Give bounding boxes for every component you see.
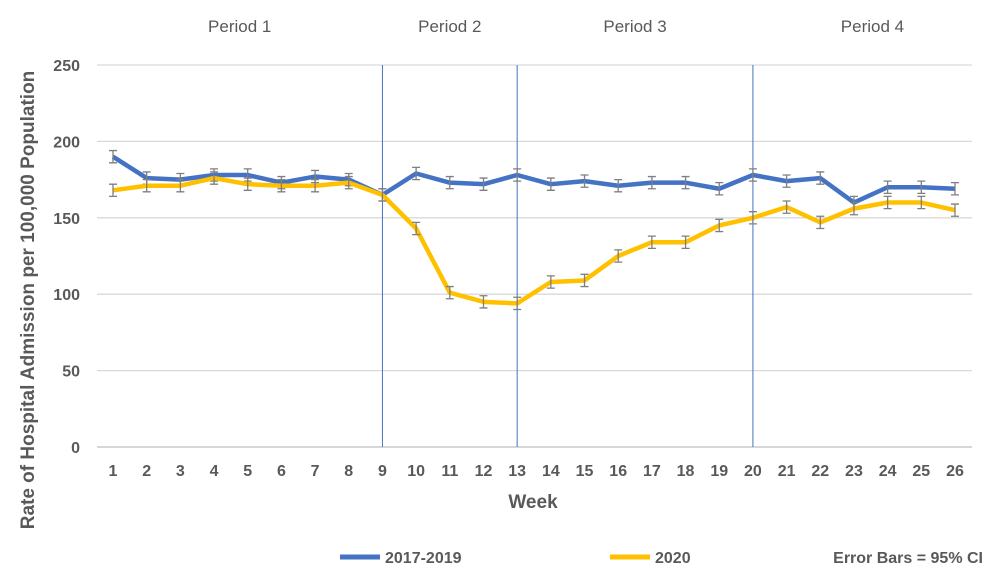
y-tick-label: 100 (53, 287, 80, 304)
error-bar (883, 180, 892, 195)
x-tick-label: 23 (845, 463, 863, 480)
x-tick-label: 22 (811, 463, 829, 480)
x-tick-label: 25 (912, 463, 930, 480)
legend-label-2020: 2020 (655, 550, 691, 567)
error-bar (546, 177, 555, 191)
x-tick-label: 19 (710, 463, 728, 480)
error-bar (917, 180, 926, 195)
x-tick-label: 21 (778, 463, 796, 480)
x-tick-label: 4 (210, 463, 219, 480)
error-bar-note: Error Bars = 95% CI (833, 550, 983, 567)
error-bar (614, 178, 623, 193)
x-tick-label: 8 (344, 463, 353, 480)
y-tick-label: 250 (53, 58, 80, 75)
error-bar (782, 174, 791, 188)
error-bar (142, 178, 151, 193)
error-bar (513, 296, 522, 311)
error-bar (580, 273, 589, 288)
error-bar (546, 275, 555, 289)
x-tick-label: 13 (508, 463, 526, 480)
error-bar (681, 235, 690, 250)
x-tick-label: 26 (946, 463, 964, 480)
error-bar (614, 249, 623, 263)
period-label: Period 3 (603, 17, 666, 36)
period-label: Period 2 (418, 17, 481, 36)
x-tick-label: 1 (109, 463, 118, 480)
x-tick-label: 12 (475, 463, 493, 480)
error-bar (580, 174, 589, 188)
period-label: Period 1 (208, 17, 271, 36)
y-tick-label: 0 (71, 440, 80, 457)
x-tick-label: 16 (609, 463, 627, 480)
legend: 2017-2019 2020 Error Bars = 95% CI (340, 550, 983, 567)
error-bar (748, 168, 757, 182)
error-bar (748, 211, 757, 225)
error-bar (816, 171, 825, 185)
error-bar (479, 295, 488, 309)
x-tick-label: 15 (576, 463, 594, 480)
error-bar (311, 178, 320, 193)
error-bar (109, 183, 117, 198)
error-bar (243, 177, 252, 191)
error-bar (647, 175, 656, 190)
x-tick-label: 11 (441, 463, 458, 480)
x-tick-label: 17 (643, 463, 661, 480)
error-bar (445, 175, 454, 190)
x-tick-label: 10 (407, 463, 425, 480)
error-bar (176, 178, 185, 193)
error-bar (277, 178, 286, 193)
error-bar (513, 168, 522, 182)
error-bar (849, 201, 858, 216)
error-bar (782, 200, 791, 214)
error-bar (479, 177, 488, 191)
x-tick-label: 20 (744, 463, 762, 480)
period-label: Period 4 (841, 17, 904, 36)
error-bar (715, 218, 724, 233)
series-line-2020 (112, 175, 956, 306)
error-bar (378, 188, 387, 202)
x-axis-label: Week (508, 492, 558, 513)
error-bar (647, 235, 656, 250)
y-tick-label: 50 (62, 364, 80, 381)
x-tick-label: 5 (243, 463, 252, 480)
error-bar (412, 166, 421, 181)
error-bar (917, 195, 926, 210)
error-bar (344, 175, 353, 190)
error-bar (445, 285, 454, 300)
error-bar (951, 182, 959, 196)
error-bar (109, 149, 117, 164)
error-bar (883, 195, 892, 210)
y-tick-label: 200 (53, 134, 80, 151)
x-tick-label: 18 (677, 463, 695, 480)
x-tick-label: 24 (879, 463, 897, 480)
error-bar (210, 171, 219, 185)
error-bar (951, 203, 959, 217)
x-tick-label: 9 (378, 463, 387, 480)
x-tick-label: 3 (176, 463, 185, 480)
legend-label-2017-2019: 2017-2019 (385, 550, 462, 567)
error-bar (816, 215, 825, 230)
error-bar (412, 221, 421, 236)
y-tick-label: 150 (53, 211, 80, 228)
x-tick-label: 2 (142, 463, 151, 480)
error-bar (715, 182, 724, 196)
series-line-2017-2019 (111, 154, 956, 205)
x-tick-label: 7 (311, 463, 320, 480)
x-tick-label: 14 (542, 463, 560, 480)
x-tick-label: 6 (277, 463, 286, 480)
error-bar (681, 175, 690, 190)
y-axis-label: Rate of Hospital Admission per 100,000 P… (18, 71, 39, 530)
